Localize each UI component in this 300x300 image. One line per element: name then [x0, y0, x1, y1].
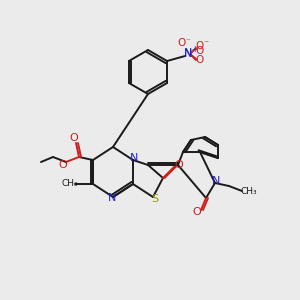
- Text: +: +: [191, 44, 197, 53]
- Text: O: O: [195, 41, 203, 51]
- Text: S: S: [152, 194, 159, 204]
- Text: ⁻: ⁻: [203, 39, 208, 49]
- Text: O: O: [70, 133, 78, 143]
- Text: O: O: [58, 160, 68, 170]
- Text: N: N: [212, 176, 220, 186]
- Text: O: O: [195, 46, 203, 56]
- Text: N: N: [130, 153, 138, 163]
- Text: CH₃: CH₃: [62, 178, 78, 188]
- Text: N: N: [184, 49, 192, 59]
- Text: CH₃: CH₃: [241, 187, 257, 196]
- Text: O: O: [195, 55, 203, 65]
- Text: O: O: [177, 38, 185, 48]
- Text: ⁻: ⁻: [186, 38, 190, 46]
- Text: N: N: [184, 48, 192, 58]
- Text: N: N: [108, 193, 116, 203]
- Text: O: O: [193, 207, 201, 217]
- Text: O: O: [175, 160, 183, 170]
